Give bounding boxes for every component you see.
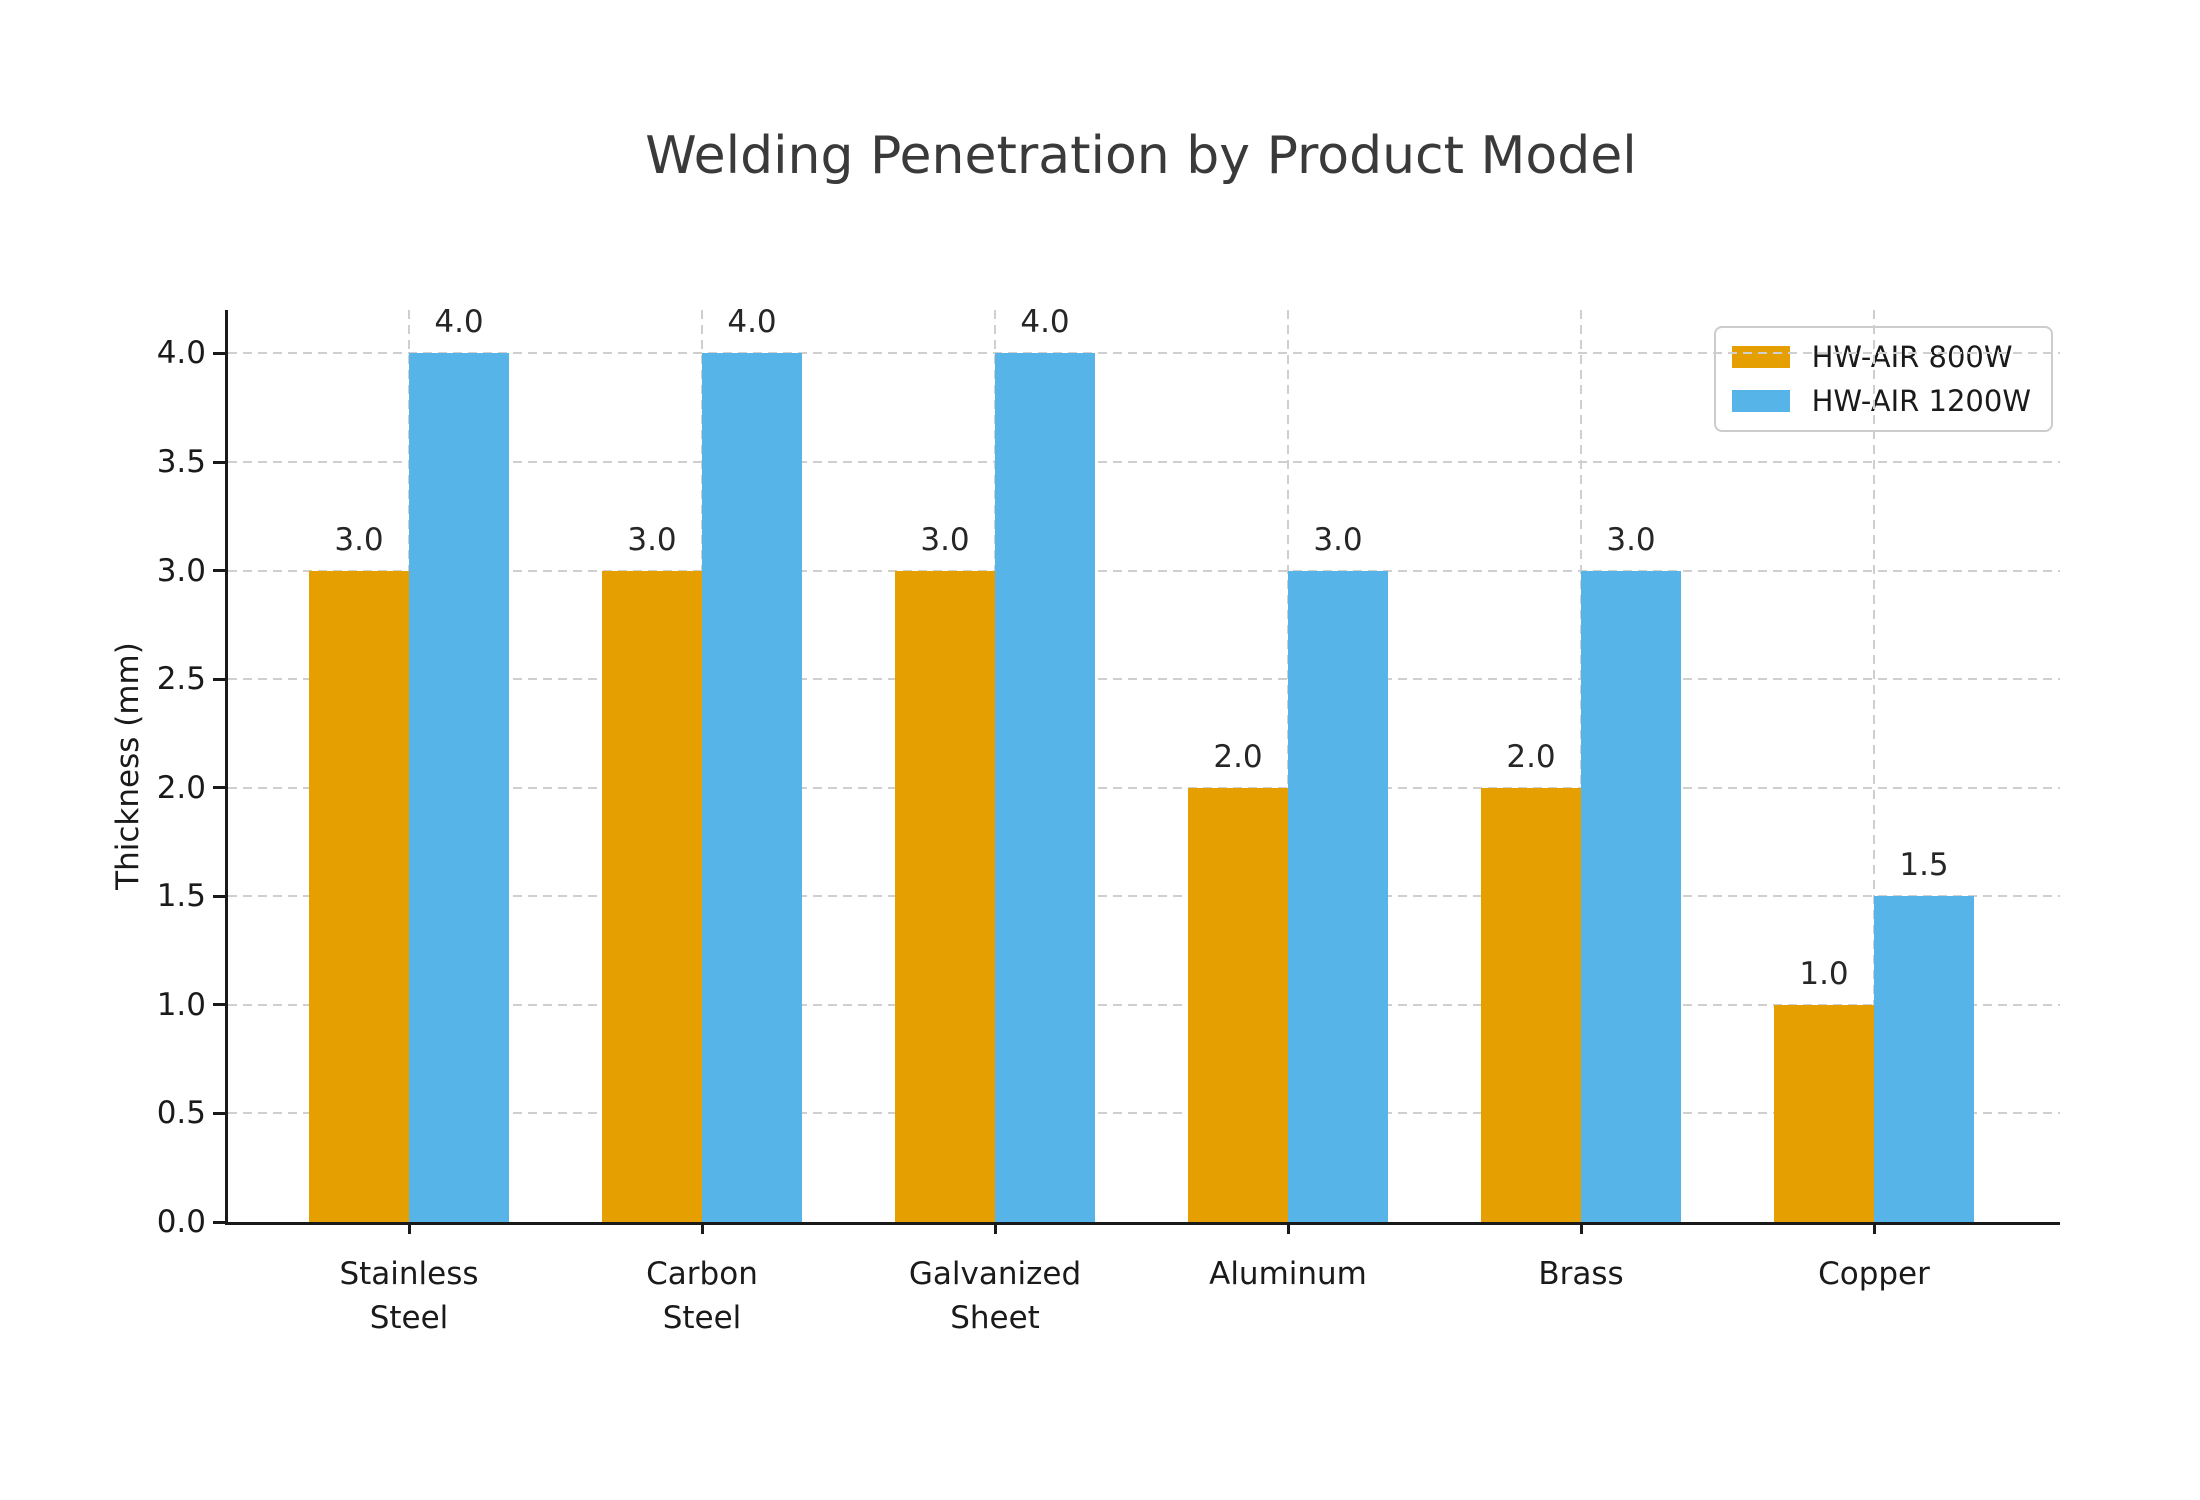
y-tick-mark: [213, 677, 225, 681]
y-tick-mark: [213, 460, 225, 464]
legend-item: HW-AIR 800W: [1731, 340, 2031, 374]
gridline-v: [1873, 310, 1875, 1222]
plot-area: HW-AIR 800W HW-AIR 1200W 0.0 0.5 1.0 1.5 2.0 2…: [157, 304, 2060, 1336]
bar-value-label: 3.0: [920, 521, 970, 558]
y-tick-label: 1.5: [156, 878, 206, 915]
gridline-h: [228, 461, 2060, 463]
y-tick-mark: [213, 351, 225, 355]
bar: [895, 570, 995, 1222]
x-tick-mark: [993, 1222, 997, 1234]
y-tick-label: 2.5: [156, 661, 206, 698]
bar: [1774, 1004, 1874, 1222]
bar: [602, 570, 702, 1222]
bar-value-label: 3.0: [1313, 521, 1363, 558]
bar: [409, 353, 509, 1222]
y-tick-label: 0.5: [156, 1095, 206, 1132]
chart-title: Welding Penetration by Product Model: [645, 126, 1637, 186]
bar: [1874, 896, 1974, 1222]
x-tick-label: Galvanized Sheet: [908, 1256, 1082, 1336]
bar-value-label: 4.0: [434, 304, 484, 341]
bar-value-label: 4.0: [1020, 304, 1070, 341]
x-tick-mark: [1579, 1222, 1583, 1234]
gridline-h: [228, 569, 2060, 572]
legend-swatch: [1731, 390, 1790, 412]
y-tick-mark: [213, 569, 225, 573]
y-tick-label: 0.0: [156, 1204, 206, 1240]
bar: [309, 570, 409, 1222]
bar: [702, 353, 802, 1222]
legend-swatch: [1731, 346, 1790, 368]
x-tick-mark: [700, 1222, 704, 1234]
bar-value-label: 1.5: [1899, 847, 1949, 884]
x-tick-mark: [1286, 1222, 1290, 1234]
x-tick-label: Carbon Steel: [646, 1256, 758, 1336]
bar: [1288, 570, 1388, 1222]
gridline-h: [228, 1003, 2060, 1006]
bar-value-label: 3.0: [1606, 521, 1656, 558]
y-tick-mark: [213, 894, 225, 898]
x-tick-label: Aluminum: [1209, 1256, 1367, 1292]
y-tick-label: 2.0: [156, 769, 206, 806]
bar: [1581, 570, 1681, 1222]
gridline-h: [228, 786, 2060, 789]
bar: [1188, 787, 1288, 1222]
y-tick-label: 3.0: [156, 552, 206, 589]
bar-value-label: 1.0: [1799, 955, 1849, 992]
bar-value-label: 2.0: [1213, 738, 1263, 775]
gridline-h: [228, 352, 2060, 355]
legend-label: HW-AIR 1200W: [1811, 384, 2031, 418]
gridline-h: [228, 1112, 2060, 1115]
bar-value-label: 2.0: [1506, 738, 1556, 775]
x-tick-label: Brass: [1538, 1256, 1624, 1292]
y-tick-label: 1.0: [156, 986, 206, 1023]
gridline-h: [228, 678, 2060, 681]
y-tick-mark: [213, 786, 225, 790]
bar-value-label: 4.0: [727, 304, 777, 341]
bar: [1481, 787, 1581, 1222]
bar: [995, 353, 1095, 1222]
x-tick-label: Stainless Steel: [339, 1256, 479, 1336]
y-tick-mark: [213, 1111, 225, 1115]
bar-value-label: 3.0: [334, 521, 384, 558]
x-tick-mark: [1872, 1222, 1876, 1234]
y-tick-label: 3.5: [156, 444, 206, 480]
y-tick-mark: [213, 1003, 225, 1007]
legend: HW-AIR 800W HW-AIR 1200W: [1713, 326, 2053, 432]
x-tick-mark: [407, 1222, 411, 1234]
x-tick-label: Copper: [1818, 1256, 1930, 1292]
bar-value-label: 3.0: [627, 521, 677, 558]
legend-label: HW-AIR 800W: [1811, 340, 2013, 374]
legend-item: HW-AIR 1200W: [1731, 384, 2031, 418]
y-tick-mark: [213, 1220, 225, 1224]
gridline-h: [228, 895, 2060, 898]
y-tick-label: 4.0: [156, 335, 206, 372]
